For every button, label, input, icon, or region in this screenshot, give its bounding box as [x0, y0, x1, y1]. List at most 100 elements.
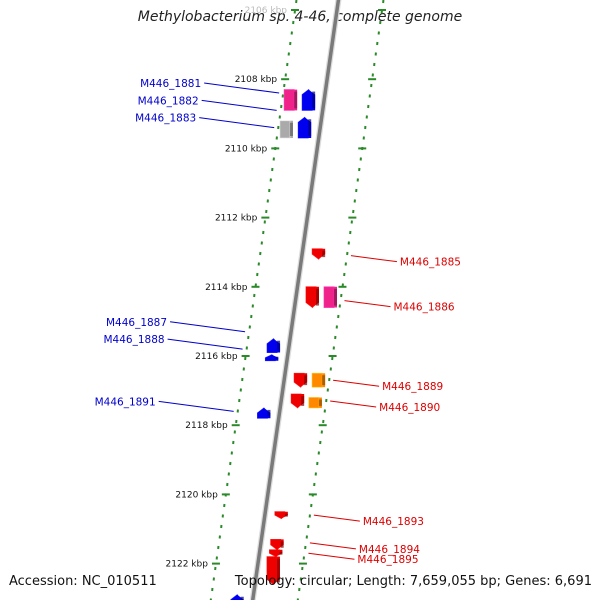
gene-highlight	[264, 354, 276, 362]
gene-label-M446_1881[interactable]: M446_1881	[140, 78, 201, 90]
gene-highlight	[293, 372, 305, 388]
label-leader-line	[344, 300, 391, 308]
tick-label: 2120 kbp	[175, 490, 218, 500]
gene-label-M446_1888[interactable]: M446_1888	[104, 334, 165, 346]
gene-highlight	[270, 538, 282, 551]
gene-feature-M446_1896[interactable]	[266, 556, 280, 585]
gene-feature-M446_1893[interactable]	[274, 511, 288, 520]
gene-highlight	[274, 511, 286, 520]
gene-shade	[294, 91, 298, 109]
gene-highlight	[283, 89, 295, 111]
gene-label-M446_1887[interactable]: M446_1887	[106, 317, 167, 329]
accession-text: Accession: NC_010511	[9, 574, 157, 589]
gene-body	[230, 594, 244, 600]
gene-shade	[322, 250, 326, 258]
gene-highlight	[266, 338, 278, 353]
tick-label: 2116 kbp	[195, 352, 238, 362]
gene-label-M446_1893[interactable]: M446_1893	[363, 516, 424, 528]
gene-feature-M446_1884[interactable]	[297, 116, 312, 139]
gene-shade	[308, 119, 312, 137]
label-leader-line	[308, 552, 355, 560]
gene-shade	[322, 375, 326, 386]
gene-highlight	[308, 397, 320, 409]
gene-feature-M446_1891[interactable]	[257, 407, 271, 419]
gene-features	[230, 89, 337, 600]
gene-feature-M446_1897[interactable]	[230, 594, 244, 600]
gene-feature-M446_1882[interactable]	[301, 89, 316, 111]
scale-ticks: 2106 kbp 2108 kbp 2110 kbp 2112 kbp 2114 kbp…	[166, 6, 386, 570]
gene-shade	[312, 91, 316, 109]
gene-feature-M446_1889[interactable]	[293, 372, 308, 388]
gene-highlight	[269, 549, 280, 558]
label-leader-line	[350, 255, 397, 263]
label-leader-line	[169, 321, 246, 333]
backbone-line	[250, 0, 341, 600]
gene-shade	[318, 399, 322, 406]
gene-shade	[279, 551, 283, 555]
tick-label: 2106 kbp	[245, 6, 288, 16]
label-leader-line	[309, 542, 356, 550]
gene-label-M446_1882[interactable]: M446_1882	[138, 95, 199, 107]
gene-shade	[277, 340, 281, 351]
gene-shade	[315, 288, 319, 306]
gene-highlight	[311, 372, 323, 388]
gene-feature-M446_1885[interactable]	[311, 248, 326, 260]
gene-feature-M446_1886[interactable]	[305, 286, 319, 309]
gene-feature-M446_1886b[interactable]	[323, 286, 337, 308]
gene-label-M446_1883[interactable]: M446_1883	[135, 113, 196, 125]
gene-shade	[240, 596, 244, 600]
tick-label: 2108 kbp	[235, 75, 278, 85]
label-leader-line	[333, 379, 380, 387]
gene-label-M446_1889[interactable]: M446_1889	[382, 381, 443, 393]
gene-shade	[289, 122, 293, 137]
label-leader-line	[158, 400, 234, 412]
gene-feature-M446_1890b[interactable]	[308, 397, 322, 409]
gene-highlight	[305, 286, 317, 309]
gene-feature-M446_1881[interactable]	[283, 89, 298, 111]
gene-feature-M446_1888[interactable]	[264, 354, 279, 362]
gene-feature-M446_1887[interactable]	[266, 338, 281, 353]
genome-summary-text: Topology: circular; Length: 7,659,055 bp…	[234, 574, 592, 589]
gene-label-M446_1894[interactable]: M446_1894	[359, 544, 420, 556]
gene-highlight	[230, 594, 242, 600]
gene-labels: M446_1881 M446_1882 M446_1883 M446_1885 M446…	[95, 78, 461, 566]
gene-shade	[280, 541, 284, 548]
gene-highlight	[257, 407, 268, 419]
gene-feature-M446_1889b[interactable]	[311, 372, 326, 388]
label-leader-line	[199, 117, 275, 129]
gene-label-M446_1895[interactable]: M446_1895	[357, 554, 418, 566]
tick-label: 2118 kbp	[185, 421, 228, 431]
gene-shade	[333, 288, 337, 306]
gene-feature-M446_1894[interactable]	[270, 538, 284, 551]
gene-highlight	[290, 393, 302, 409]
gene-shade	[267, 409, 271, 417]
gene-shade	[276, 558, 280, 583]
gene-label-M446_1885[interactable]: M446_1885	[400, 257, 461, 269]
gene-label-M446_1886[interactable]: M446_1886	[393, 302, 454, 314]
gene-shade	[304, 375, 308, 386]
gene-highlight	[297, 116, 309, 139]
backbone-track	[249, 0, 342, 600]
gene-feature-M446_1883[interactable]	[279, 120, 293, 139]
gene-label-M446_1891[interactable]: M446_1891	[95, 396, 156, 408]
gene-label-M446_1890[interactable]: M446_1890	[379, 402, 440, 414]
gene-feature-M446_1895[interactable]	[269, 549, 283, 558]
tick-label: 2122 kbp	[166, 560, 209, 570]
gene-shade	[284, 513, 288, 517]
gene-highlight	[323, 286, 335, 308]
gene-highlight	[279, 120, 291, 139]
gene-highlight	[311, 248, 323, 260]
dotted-guide-tracks	[209, 0, 385, 600]
label-leader-line	[201, 99, 277, 111]
label-leader-line	[313, 514, 360, 522]
gene-shade	[275, 356, 279, 359]
tick-label: 2110 kbp	[225, 144, 268, 154]
gene-feature-M446_1890[interactable]	[290, 393, 305, 409]
label-leader-line	[204, 82, 280, 94]
gene-highlight	[301, 89, 313, 111]
tick-label: 2112 kbp	[215, 214, 258, 224]
label-leader-line	[167, 338, 243, 350]
label-leader-line	[330, 400, 377, 408]
